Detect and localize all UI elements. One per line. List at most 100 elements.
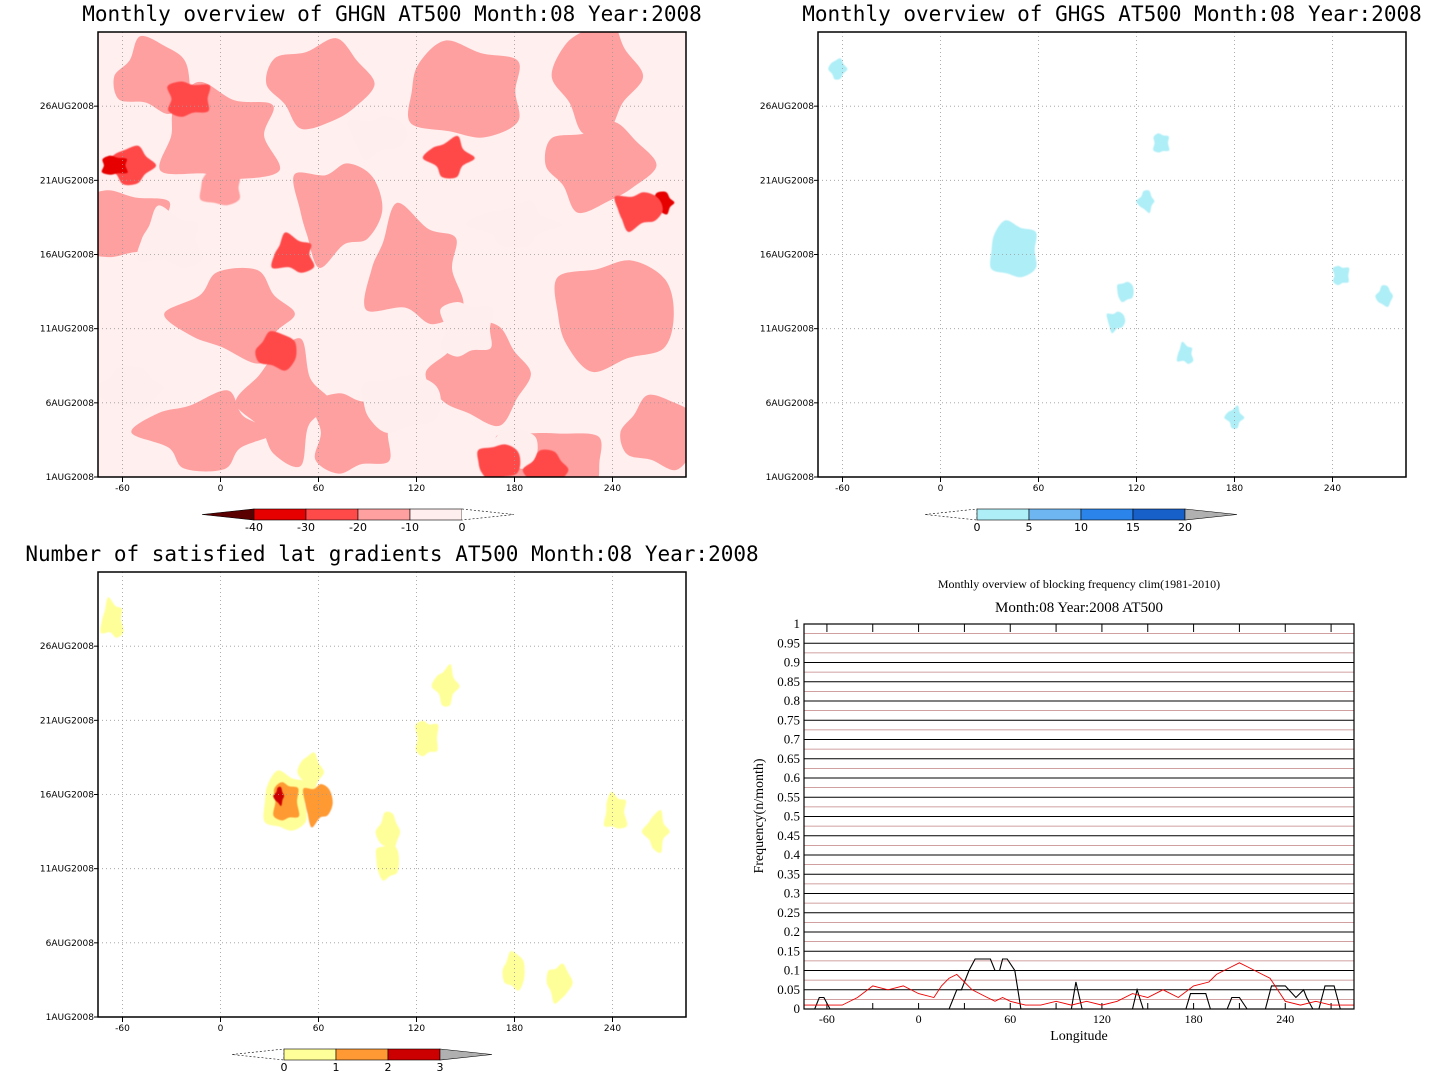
x-tick-label: 120 (1128, 484, 1145, 494)
y-tick-label: 6AUG2008 (46, 939, 95, 949)
x-tick-label: 240 (604, 1024, 621, 1034)
contour-blob (1332, 265, 1350, 286)
x-tick-label: 60 (313, 484, 325, 494)
contour-blob (990, 220, 1037, 278)
y-tick-label: 21AUG2008 (40, 716, 94, 726)
contour-band (347, 116, 408, 160)
contour-band (293, 163, 383, 269)
contour-band (465, 200, 562, 248)
colorbar-label: 0 (459, 521, 466, 534)
plot-frame (817, 31, 1407, 478)
y-tick-label: 0.65 (777, 751, 800, 766)
plot-background (98, 572, 686, 1017)
contour-blob (1136, 190, 1155, 214)
y-tick-label: 16AUG2008 (40, 791, 94, 801)
colorbar-segment (976, 508, 1030, 521)
lat-gradients-panel: Number of satisfied lat gradients AT500 … (25, 542, 758, 1074)
y-tick-label: 0 (794, 1001, 801, 1016)
y-tick-label: 26AUG2008 (760, 102, 814, 112)
x-tick-label: 60 (1033, 484, 1045, 494)
contour-blob (1106, 311, 1126, 334)
contour-band (440, 301, 494, 357)
y-tick-label: 0.15 (777, 943, 800, 958)
colorbar: -40 -30 -20 -10 0 (201, 508, 515, 534)
colorbar-label: 0 (974, 521, 981, 534)
y-tick-label: 0.95 (777, 635, 800, 650)
colorbar-segment (461, 508, 515, 521)
y-tick-label: 0.85 (777, 674, 800, 689)
contour-blob (302, 784, 333, 828)
lat-gradients-title: Number of satisfied lat gradients AT500 … (25, 542, 758, 566)
contour-blob (1176, 341, 1194, 364)
ghgn-panel: Monthly overview of GHGN AT500 Month:08 … (40, 2, 702, 534)
y-tick-label: 1 (794, 616, 801, 631)
contour-blob (167, 81, 211, 117)
ghgs-panel: Monthly overview of GHGS AT500 Month:08 … (760, 2, 1422, 534)
y-tick-label: 0.5 (784, 809, 800, 824)
contour-band (425, 320, 531, 427)
contour-band (235, 338, 331, 468)
colorbar-label: 3 (437, 1061, 444, 1074)
contour-blob (271, 232, 315, 273)
y-tick-label: 0.3 (784, 886, 800, 901)
contour-blob (415, 720, 439, 757)
colorbar-label: 2 (385, 1061, 392, 1074)
x-tick-label: -60 (819, 1012, 835, 1026)
colorbar: 0 1 2 3 (231, 1048, 493, 1074)
y-tick-label: 6AUG2008 (766, 399, 815, 409)
colorbar-label: 5 (1026, 521, 1033, 534)
y-tick-label: 0.2 (784, 924, 800, 939)
x-tick-label: 180 (506, 484, 523, 494)
y-tick-label: 1AUG2008 (46, 473, 95, 483)
contour-blob (199, 168, 241, 206)
y-tick-label: 11AUG2008 (40, 865, 94, 875)
y-tick-label: 16AUG2008 (40, 251, 94, 261)
contour-band (544, 121, 657, 214)
contour-blob (641, 809, 670, 854)
colorbar-segment (283, 1048, 337, 1061)
plot-background (818, 32, 1406, 477)
colorbar-segment (409, 508, 463, 521)
colorbar-label: 0 (281, 1061, 288, 1074)
y-tick-label: 26AUG2008 (40, 642, 94, 652)
y-tick-label: 6AUG2008 (46, 399, 95, 409)
y-tick-label: 21AUG2008 (40, 176, 94, 186)
colorbar-label: 20 (1178, 521, 1192, 534)
x-tick-label: -60 (835, 484, 850, 494)
contour-blob (828, 58, 848, 80)
y-tick-label: 16AUG2008 (760, 251, 814, 261)
y-tick-label: 0.4 (784, 847, 801, 862)
blocking-title: Monthly overview of blocking frequency c… (938, 577, 1220, 591)
contour-band (407, 40, 520, 138)
blocking-ylabel: Frequency(n/month) (752, 758, 767, 873)
y-tick-label: 0.55 (777, 789, 800, 804)
contour-band (554, 260, 674, 373)
colorbar-label: 10 (1074, 521, 1088, 534)
contour-blob (431, 664, 460, 707)
colorbar-segment (305, 508, 359, 521)
blocking-frequency-panel: Monthly overview of blocking frequency c… (752, 577, 1355, 1044)
contour-blob (1117, 281, 1134, 303)
blocking-xlabel: Longitude (1050, 1029, 1108, 1044)
x-tick-label: 0 (218, 1024, 224, 1034)
contour-blob (375, 843, 400, 881)
contour-blob (546, 963, 573, 1004)
x-tick-label: 240 (1276, 1012, 1294, 1026)
contour-blob (100, 597, 124, 638)
contour-band (131, 390, 275, 472)
y-tick-label: 0.45 (777, 828, 800, 843)
x-tick-label: 120 (408, 484, 425, 494)
colorbar: 0 5 10 15 20 (924, 508, 1238, 534)
x-tick-label: 180 (1185, 1012, 1203, 1026)
x-tick-label: 120 (1093, 1012, 1111, 1026)
ghgs-title: Monthly overview of GHGS AT500 Month:08 … (802, 2, 1422, 26)
colorbar-label: -40 (245, 521, 263, 534)
y-tick-label: 1AUG2008 (766, 473, 815, 483)
contour-blob (297, 752, 325, 792)
contour-blob (603, 791, 628, 829)
x-tick-label: 0 (938, 484, 944, 494)
x-tick-label: 240 (1324, 484, 1341, 494)
blocking-subtitle: Month:08 Year:2008 AT500 (995, 600, 1163, 616)
contour-band (136, 205, 203, 268)
